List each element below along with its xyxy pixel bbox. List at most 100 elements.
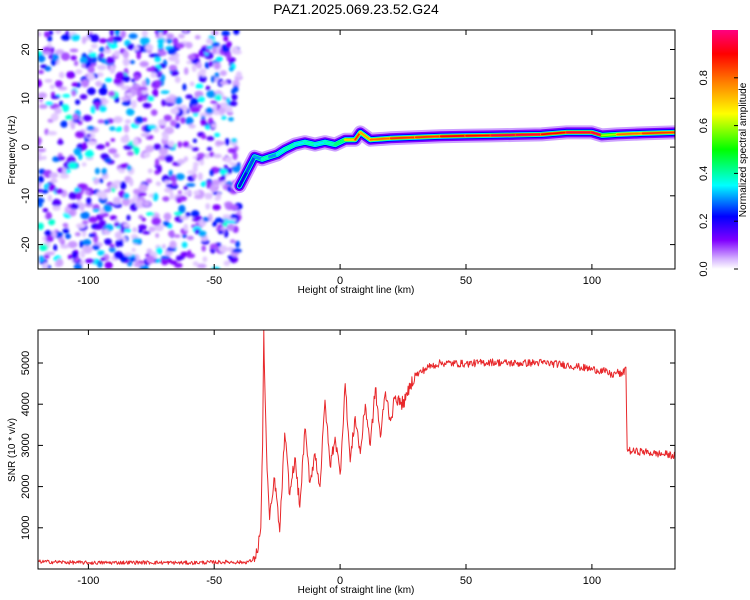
noise-speckle bbox=[133, 188, 141, 195]
noise-speckle bbox=[64, 206, 70, 214]
noise-speckle bbox=[45, 101, 54, 106]
noise-speckle bbox=[76, 191, 82, 201]
noise-speckle bbox=[145, 44, 154, 52]
noise-speckle bbox=[132, 237, 141, 244]
noise-speckle bbox=[98, 220, 107, 228]
noise-speckle bbox=[213, 153, 222, 159]
noise-speckle bbox=[205, 38, 214, 45]
ridge-segment bbox=[283, 143, 297, 151]
noise-speckle bbox=[58, 138, 63, 145]
noise-speckle bbox=[156, 164, 162, 173]
noise-speckle bbox=[87, 87, 96, 95]
noise-speckle bbox=[200, 181, 207, 188]
noise-speckle bbox=[70, 122, 76, 130]
y-tick-label: 1000 bbox=[20, 516, 32, 540]
noise-speckle bbox=[38, 197, 45, 204]
noise-speckle bbox=[169, 94, 175, 99]
noise-speckle bbox=[138, 214, 144, 220]
noise-speckle bbox=[194, 228, 201, 235]
spectrogram-background bbox=[38, 30, 675, 269]
noise-speckle bbox=[126, 43, 135, 50]
noise-speckle bbox=[231, 88, 236, 95]
noise-speckle bbox=[155, 246, 163, 255]
noise-speckle bbox=[123, 144, 133, 150]
noise-speckle bbox=[81, 79, 90, 88]
noise-speckle bbox=[164, 154, 174, 163]
noise-speckle bbox=[151, 217, 162, 226]
noise-speckle bbox=[104, 158, 112, 163]
noise-speckle bbox=[38, 182, 42, 188]
noise-speckle bbox=[215, 141, 226, 146]
noise-speckle bbox=[122, 50, 129, 59]
noise-speckle bbox=[177, 141, 183, 148]
noise-speckle bbox=[174, 262, 183, 268]
noise-speckle bbox=[86, 197, 92, 206]
noise-speckle bbox=[115, 239, 121, 248]
ridge-core bbox=[515, 133, 543, 136]
noise-speckle bbox=[148, 226, 156, 232]
noise-speckle bbox=[163, 114, 172, 122]
noise-speckle bbox=[89, 62, 97, 67]
colorbar-tick-label: 0.2 bbox=[698, 214, 710, 229]
spectrogram-x-ticks: -100 -50 0 50 100 bbox=[77, 30, 601, 287]
noise-speckle bbox=[209, 184, 217, 193]
noise-speckle bbox=[126, 108, 135, 116]
noise-speckle bbox=[187, 235, 194, 241]
noise-speckle bbox=[99, 178, 104, 184]
noise-speckle bbox=[108, 246, 116, 253]
noise-speckle bbox=[169, 240, 177, 249]
noise-speckle bbox=[42, 155, 47, 160]
noise-speckle bbox=[77, 183, 88, 189]
noise-speckle bbox=[97, 250, 105, 256]
noise-speckle bbox=[104, 261, 113, 269]
noise-speckle bbox=[129, 257, 137, 262]
x-tick-label: 0 bbox=[337, 275, 343, 287]
noise-speckle bbox=[201, 245, 206, 252]
noise-speckle bbox=[230, 239, 236, 244]
noise-speckle bbox=[109, 65, 116, 74]
noise-speckle bbox=[139, 265, 149, 269]
noise-speckle bbox=[44, 230, 52, 237]
noise-speckle bbox=[158, 31, 163, 39]
noise-speckle bbox=[222, 222, 228, 227]
noise-speckle bbox=[152, 192, 159, 202]
noise-speckle bbox=[79, 202, 85, 212]
noise-speckle bbox=[209, 169, 214, 177]
noise-speckle bbox=[170, 119, 177, 127]
noise-speckle bbox=[133, 193, 139, 201]
noise-speckle bbox=[198, 74, 207, 83]
noise-speckle bbox=[172, 181, 177, 187]
noise-speckle bbox=[139, 61, 149, 68]
noise-speckle bbox=[38, 79, 43, 88]
noise-speckle bbox=[222, 214, 231, 219]
noise-speckle bbox=[174, 76, 181, 83]
noise-speckle bbox=[99, 52, 105, 58]
noise-speckle bbox=[208, 61, 214, 67]
noise-speckle bbox=[90, 105, 96, 114]
noise-speckle bbox=[172, 37, 179, 45]
noise-speckle bbox=[218, 245, 228, 253]
noise-speckle bbox=[48, 184, 56, 192]
noise-speckle bbox=[88, 233, 97, 238]
noise-speckle bbox=[82, 239, 92, 247]
noise-speckle bbox=[68, 162, 78, 169]
noise-speckle bbox=[214, 72, 220, 78]
noise-speckle bbox=[193, 190, 201, 196]
noise-speckle bbox=[86, 73, 95, 81]
noise-speckle bbox=[205, 107, 214, 115]
noise-speckle bbox=[224, 157, 232, 163]
noise-speckle bbox=[178, 204, 186, 214]
noise-speckle bbox=[193, 161, 199, 167]
noise-speckle bbox=[58, 86, 68, 91]
noise-speckle bbox=[82, 229, 87, 238]
noise-speckle bbox=[124, 119, 131, 124]
x-tick-label: 100 bbox=[583, 575, 601, 587]
noise-speckle bbox=[71, 250, 78, 259]
noise-speckle bbox=[91, 244, 100, 250]
x-tick-label: 50 bbox=[460, 575, 472, 587]
noise-speckle bbox=[212, 46, 217, 55]
noise-speckle bbox=[113, 180, 122, 185]
noise-speckle bbox=[125, 92, 133, 97]
noise-speckle bbox=[166, 247, 176, 252]
